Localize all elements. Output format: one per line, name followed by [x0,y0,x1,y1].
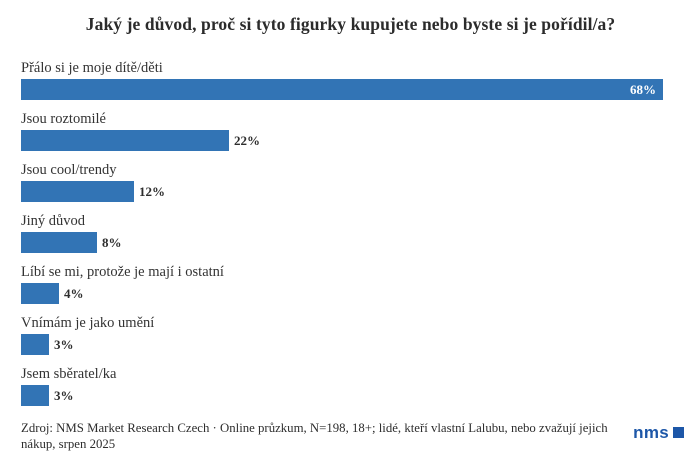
bar [21,232,97,253]
bar-line: 3% [21,385,680,406]
bar-line: 12% [21,181,680,202]
bar-label: Vnímám je jako umění [21,315,155,331]
bar-value-label: 8% [102,234,122,250]
bar-value-label: 3% [54,336,74,352]
bar-label: Jsem sběratel/ka [21,366,117,382]
bar-row: Líbí se mi, protože je mají i ostatní 4% [21,263,680,304]
bar-label: Jiný důvod [21,213,86,229]
bar [21,181,134,202]
chart-footer: Zdroj: NMS Market Research Czech · Onlin… [21,421,684,452]
chart-title: Jaký je důvod, proč si tyto figurky kupu… [85,14,616,34]
bar-line: 68% [21,79,680,100]
bar-line: 4% [21,283,680,304]
bar-row: Vnímám je jako umění 3% [21,314,680,355]
bar: 68% [21,79,663,100]
bar-row: Jsou cool/trendy 12% [21,161,680,202]
bar-chart: Přálo si je moje dítě/děti 68% Jsou roztom… [21,59,680,406]
nms-logo: nms [633,424,684,441]
bar-value-label: 4% [64,285,84,301]
bar-label: Přálo si je moje dítě/děti [21,60,163,76]
bar-row: Jsem sběratel/ka 3% [21,365,680,406]
bar-value-label: 22% [234,132,260,148]
bar [21,130,229,151]
nms-logo-text: nms [633,423,669,442]
bar-value-label: 3% [54,387,74,403]
bar-row: Jsou roztomilé 22% [21,110,680,151]
bar-row: Přálo si je moje dítě/děti 68% [21,59,680,100]
bar-line: 8% [21,232,680,253]
bar-value-label: 68% [630,81,656,97]
bar-label: Jsou cool/trendy [21,162,117,178]
nms-logo-square-icon [673,427,684,438]
source-note: Zdroj: NMS Market Research Czech · Onlin… [21,421,608,451]
bar-label: Jsou roztomilé [21,111,106,127]
bar-value-label: 12% [139,183,165,199]
bar [21,385,49,406]
bar-label: Líbí se mi, protože je mají i ostatní [21,264,224,280]
bar-line: 22% [21,130,680,151]
bar [21,283,59,304]
bar [21,334,49,355]
bar-line: 3% [21,334,680,355]
bar-row: Jiný důvod 8% [21,212,680,253]
